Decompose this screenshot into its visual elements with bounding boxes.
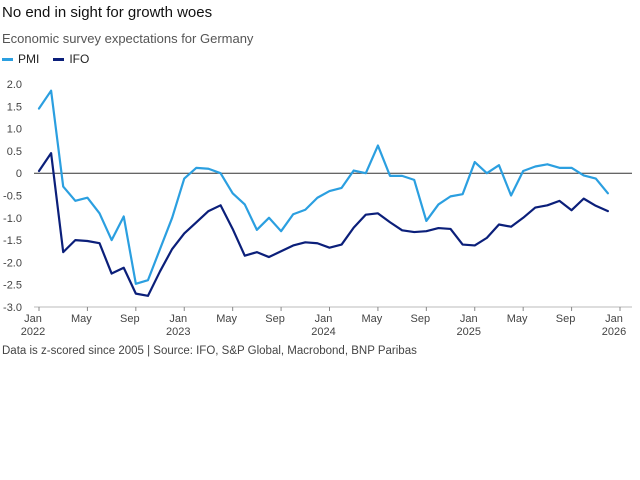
legend-swatch-ifo <box>53 57 65 61</box>
x-tick-label: Jan <box>460 313 478 325</box>
y-tick-label: 0 <box>16 168 22 180</box>
legend-item-ifo: IFO <box>53 52 89 66</box>
x-tick-year: 2023 <box>166 326 190 338</box>
legend-swatch-pmi <box>2 57 13 61</box>
x-tick-label: Sep <box>120 313 140 325</box>
x-tick-label: Jan <box>605 313 623 325</box>
series-line-pmi <box>37 89 610 285</box>
legend-item-pmi: PMI <box>2 52 39 66</box>
chart-subtitle: Economic survey expectations for Germany <box>2 31 254 46</box>
x-tick-label: Sep <box>411 313 431 325</box>
x-tick-label: Jan <box>24 313 42 325</box>
legend-label-ifo: IFO <box>69 52 90 66</box>
y-tick-label: -2.0 <box>3 257 22 269</box>
x-tick-year: 2025 <box>457 326 481 338</box>
y-tick-label: -0.5 <box>3 191 22 203</box>
series-line-ifo <box>37 152 610 297</box>
chart-title: No end in sight for growth woes <box>2 4 213 21</box>
x-tick-label: May <box>216 313 237 325</box>
x-tick-year: 2026 <box>602 326 626 338</box>
x-tick-label: Sep <box>265 313 285 325</box>
legend-label-pmi: PMI <box>18 52 40 66</box>
x-tick-label: May <box>71 313 92 325</box>
legend: PMI IFO <box>2 52 89 66</box>
x-tick-year: 2024 <box>311 326 335 338</box>
y-tick-label: -3.0 <box>3 302 22 314</box>
y-tick-label: 1.5 <box>7 101 22 113</box>
y-tick-label: -2.5 <box>3 280 22 292</box>
x-tick-year: 2022 <box>21 326 45 338</box>
y-tick-label: 2.0 <box>7 79 22 91</box>
x-tick-label: May <box>507 313 528 325</box>
line-chart: 2.01.51.00.50-0.5-1.0-1.5-2.0-2.5-3.0Jan… <box>3 79 632 338</box>
y-tick-label: 0.5 <box>7 146 22 158</box>
x-tick-label: May <box>362 313 383 325</box>
x-tick-label: Jan <box>169 313 187 325</box>
y-tick-label: -1.0 <box>3 213 22 225</box>
footnote: Data is z-scored since 2005 | Source: IF… <box>2 345 417 357</box>
x-tick-label: Sep <box>556 313 576 325</box>
y-tick-label: 1.0 <box>7 124 22 136</box>
x-tick-label: Jan <box>315 313 333 325</box>
y-tick-label: -1.5 <box>3 235 22 247</box>
